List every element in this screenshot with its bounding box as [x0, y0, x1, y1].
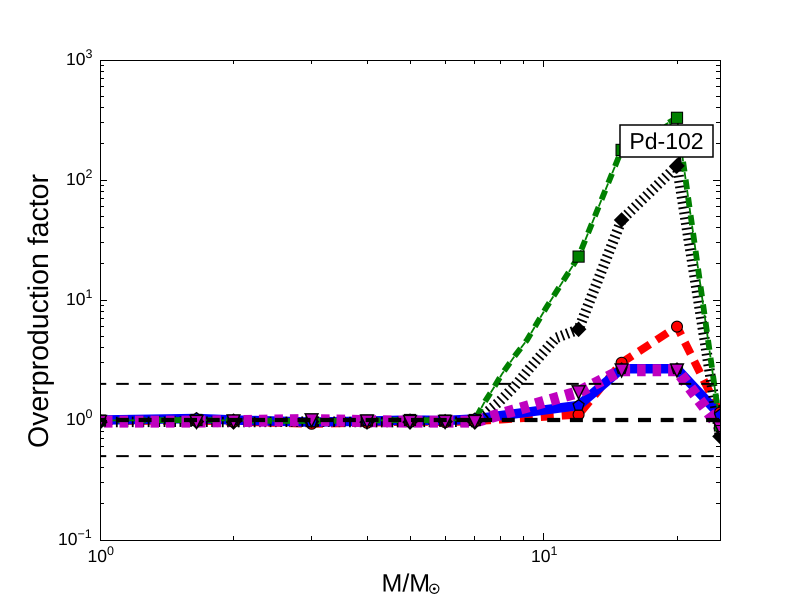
svg-text:M/M: M/M	[382, 570, 431, 598]
svg-text:Overproduction factor: Overproduction factor	[23, 173, 55, 448]
svg-text:Pd-102: Pd-102	[629, 128, 703, 154]
